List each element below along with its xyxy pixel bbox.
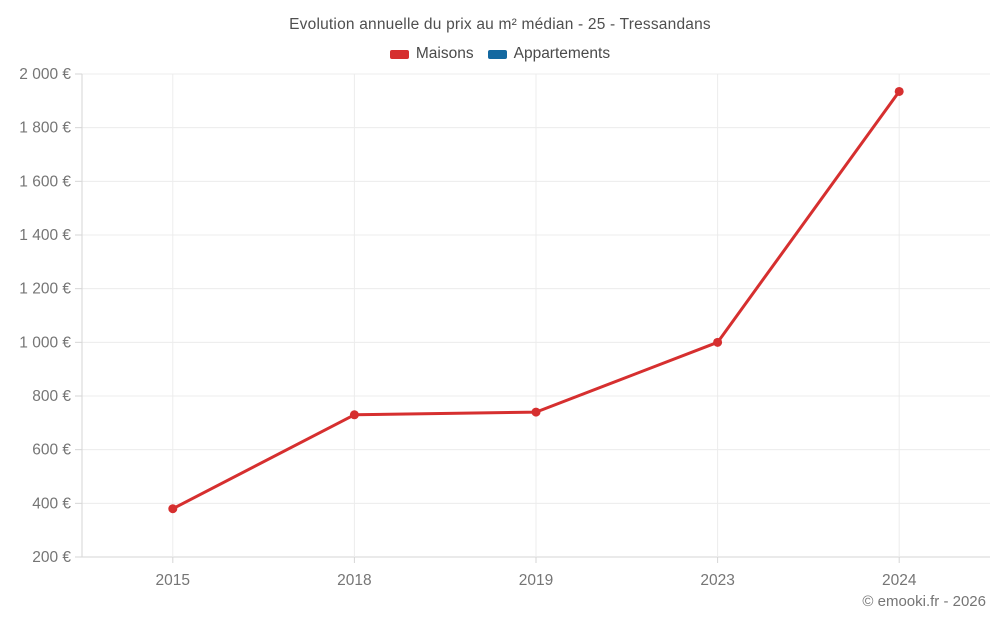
x-tick-label: 2018 [337,572,371,589]
y-tick-label: 2 000 € [19,66,71,83]
legend-label-appartements: Appartements [513,45,611,62]
y-tick-label: 1 800 € [19,120,71,137]
chart-legend: Maisons Appartements [0,45,1000,64]
y-tick-label: 800 € [32,388,71,405]
copyright-watermark: © emooki.fr - 2026 [862,593,986,610]
data-point-maisons[interactable] [349,410,359,420]
x-tick-label: 2015 [156,572,190,589]
legend-swatch-appartements [487,49,507,59]
data-point-maisons[interactable] [894,86,904,96]
y-tick-label: 200 € [32,549,71,566]
chart-title: Evolution annuelle du prix au m² médian … [289,16,711,33]
y-tick-label: 1 000 € [19,334,71,351]
data-point-maisons[interactable] [713,337,723,347]
x-tick-label: 2024 [882,572,917,589]
y-tick-label: 400 € [32,495,71,512]
y-tick-label: 1 400 € [19,227,71,244]
y-tick-label: 1 200 € [19,281,71,298]
legend-label-maisons: Maisons [415,45,474,62]
legend-swatch-maisons [389,49,409,59]
data-point-maisons[interactable] [168,504,178,514]
y-tick-label: 600 € [32,442,71,459]
legend-item-appartements[interactable]: Appartements [487,45,611,63]
data-point-maisons[interactable] [531,407,541,417]
x-tick-label: 2023 [700,572,734,589]
x-tick-label: 2019 [519,572,553,589]
y-tick-label: 1 600 € [19,173,71,190]
legend-item-maisons[interactable]: Maisons [389,45,474,63]
